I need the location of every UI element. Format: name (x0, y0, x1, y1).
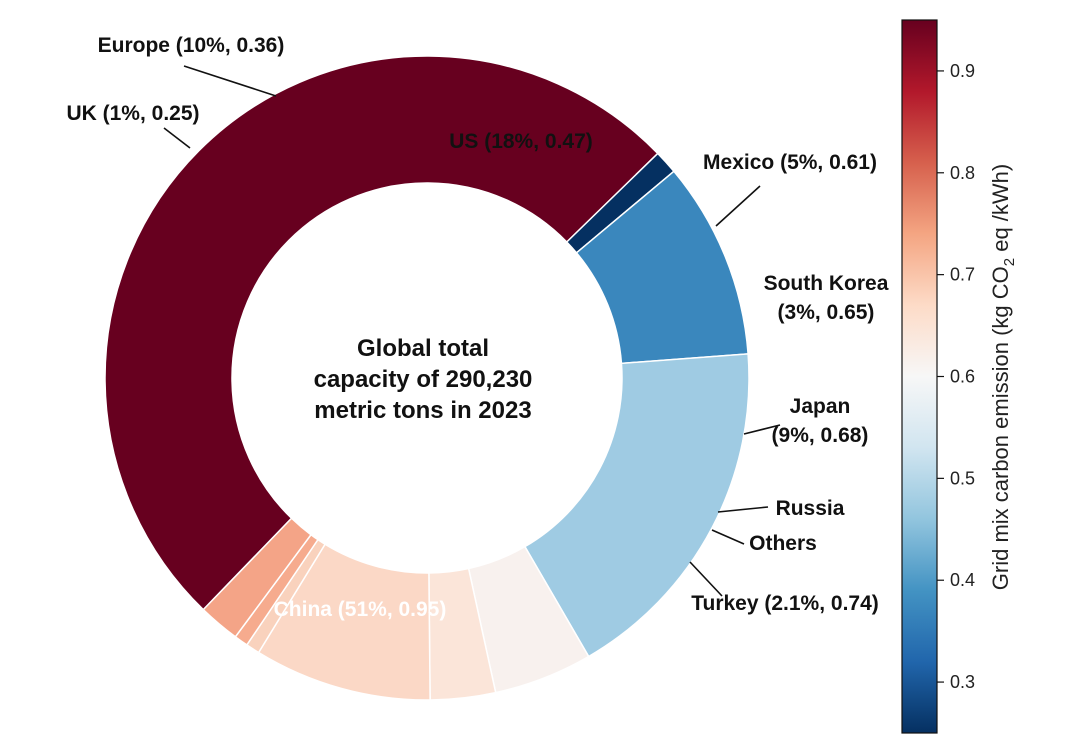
slice-label: Others (749, 532, 817, 555)
colorbar-tick-label: 0.3 (950, 672, 975, 692)
colorbar-title-part-1: Grid mix carbon emission (kg CO (988, 266, 1013, 590)
leader-line (717, 506, 769, 513)
colorbar-tick-label: 0.4 (950, 570, 975, 590)
slice-label: Turkey (2.1%, 0.74) (691, 592, 879, 615)
colorbar-tick-label: 0.6 (950, 367, 975, 387)
colorbar-title: Grid mix carbon emission (kg CO2 eq /kWh… (988, 164, 1018, 590)
donut-slice (202, 517, 313, 638)
leader-line (183, 65, 277, 97)
colorbar-tick-label: 0.8 (950, 163, 975, 183)
leader-line (163, 127, 191, 149)
colorbar-title-subscript: 2 (1001, 258, 1018, 266)
center-text-line-3: metric tons in 2023 (314, 397, 531, 424)
center-text-line-1: Global total (357, 335, 489, 362)
slice-label: UK (1%, 0.25) (66, 102, 199, 125)
leader-line (689, 561, 723, 597)
colorbar: 0.3 0.4 0.5 0.6 0.7 0.8 0.9 Grid mix carbon em… (901, 19, 1018, 734)
colorbar-ticks: 0.3 0.4 0.5 0.6 0.7 0.8 0.9 (937, 61, 975, 692)
colorbar-tick-label: 0.7 (950, 265, 975, 285)
center-text-line-2: capacity of 290,230 (314, 366, 533, 393)
slice-label: Europe (10%, 0.36) (98, 34, 285, 57)
slice-label: South Korea (3%, 0.65) (764, 272, 889, 324)
slice-label: US (18%, 0.47) (449, 130, 593, 153)
leader-line (711, 529, 745, 545)
colorbar-gradient (901, 19, 938, 734)
colorbar-tick-label: 0.5 (950, 468, 975, 488)
colorbar-tick-label: 0.9 (950, 61, 975, 81)
leader-line (743, 424, 781, 435)
slice-labels: China (51%, 0.95) UK (1%, 0.25) Europe (10… (66, 34, 888, 621)
donut-slice (104, 55, 659, 611)
donut-slice (523, 353, 750, 658)
colorbar-title-part-3: eq /kWh) (988, 164, 1013, 258)
leader-line (715, 185, 761, 227)
slice-label: Russia (776, 497, 845, 520)
leader-lines (163, 65, 781, 597)
slice-label: Japan (9%, 0.68) (772, 395, 869, 447)
slice-label: China (51%, 0.95) (274, 598, 447, 621)
center-text: Global total capacity of 290,230 metric … (314, 335, 533, 424)
donut-slices (104, 55, 750, 701)
slice-label: Mexico (5%, 0.61) (703, 151, 877, 174)
